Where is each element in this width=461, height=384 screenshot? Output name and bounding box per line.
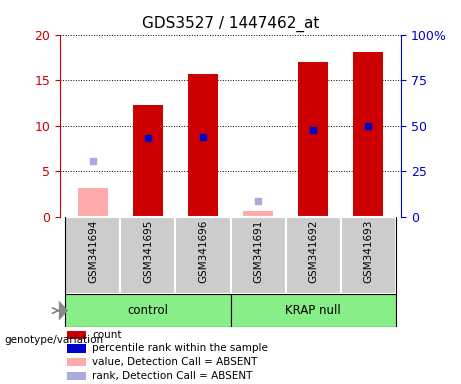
Text: GSM341691: GSM341691: [253, 219, 263, 283]
FancyBboxPatch shape: [285, 217, 341, 294]
Text: value, Detection Call = ABSENT: value, Detection Call = ABSENT: [92, 357, 258, 367]
FancyBboxPatch shape: [230, 217, 285, 294]
Bar: [78, 188, 108, 217]
FancyBboxPatch shape: [230, 294, 396, 327]
Text: control: control: [127, 304, 168, 317]
FancyBboxPatch shape: [65, 294, 230, 327]
Text: GSM341693: GSM341693: [363, 219, 373, 283]
Text: genotype/variation: genotype/variation: [5, 335, 104, 345]
FancyBboxPatch shape: [176, 217, 230, 294]
Bar: [67, 372, 85, 380]
Bar: [133, 105, 163, 217]
Bar: [353, 52, 383, 217]
Text: GSM341696: GSM341696: [198, 219, 208, 283]
Bar: [67, 331, 85, 339]
Bar: [188, 74, 218, 217]
Bar: [67, 344, 85, 353]
Text: GSM341692: GSM341692: [308, 219, 318, 283]
Bar: [67, 358, 85, 366]
Bar: [298, 62, 328, 217]
Text: KRAP null: KRAP null: [285, 304, 341, 317]
Text: GSM341694: GSM341694: [88, 219, 98, 283]
Bar: [243, 210, 273, 217]
Text: GSM341695: GSM341695: [143, 219, 153, 283]
Text: percentile rank within the sample: percentile rank within the sample: [92, 343, 268, 354]
FancyBboxPatch shape: [65, 217, 120, 294]
FancyBboxPatch shape: [120, 217, 176, 294]
Text: rank, Detection Call = ABSENT: rank, Detection Call = ABSENT: [92, 371, 253, 381]
FancyBboxPatch shape: [341, 217, 396, 294]
Title: GDS3527 / 1447462_at: GDS3527 / 1447462_at: [142, 16, 319, 32]
Polygon shape: [59, 300, 68, 321]
Text: count: count: [92, 330, 122, 340]
